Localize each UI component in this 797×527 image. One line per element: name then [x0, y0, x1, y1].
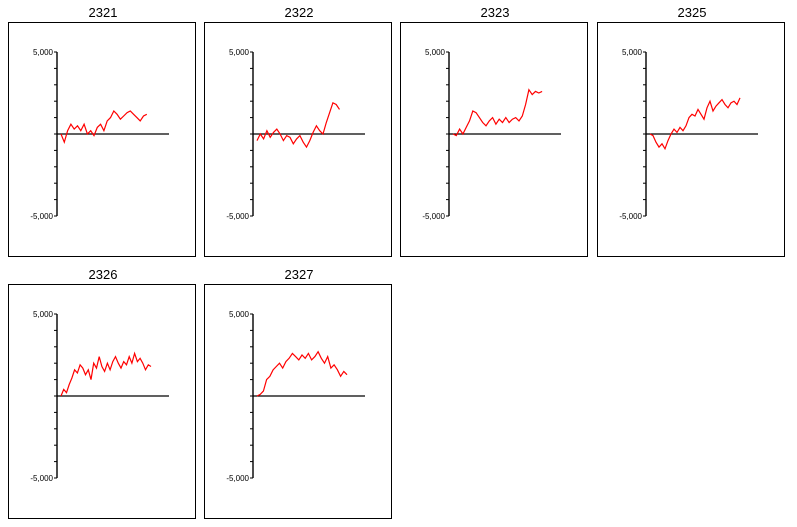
chart-panel: 5,000 -5,000 [8, 284, 196, 519]
y-tick-label-min: -5,000 [30, 474, 53, 483]
series-line [60, 351, 152, 397]
y-tick-label-max: 5,000 [229, 310, 250, 319]
chart-svg: 5,000 -5,000 [226, 48, 365, 221]
chart-panel: 5,000 -5,000 [597, 22, 785, 257]
y-tick-label-min: -5,000 [226, 474, 249, 483]
panel-title: 2325 [677, 5, 707, 20]
chart-panel: 5,000 -5,000 [204, 284, 392, 519]
chart-svg: 5,000 -5,000 [30, 48, 169, 221]
series-line [649, 97, 741, 151]
chart-svg: 5,000 -5,000 [619, 48, 758, 221]
y-tick-label-max: 5,000 [425, 48, 446, 57]
chart-svg: 5,000 -5,000 [30, 310, 169, 483]
y-tick-label-min: -5,000 [30, 212, 53, 221]
chart-panel: 5,000 -5,000 [204, 22, 392, 257]
y-tick-label-min: -5,000 [422, 212, 445, 221]
y-tick-label-min: -5,000 [619, 212, 642, 221]
series-line [60, 109, 148, 145]
chart-svg: 5,000 -5,000 [422, 48, 561, 221]
panel-title: 2326 [88, 267, 118, 282]
chart-panel: 5,000 -5,000 [8, 22, 196, 257]
series-line [256, 350, 348, 397]
chart-panel: 5,000 -5,000 [400, 22, 588, 257]
y-tick-label-max: 5,000 [229, 48, 250, 57]
panel-title: 2322 [284, 5, 314, 20]
y-tick-label-max: 5,000 [33, 48, 54, 57]
y-tick-label-max: 5,000 [33, 310, 54, 319]
panel-title: 2321 [88, 5, 118, 20]
series-line [256, 101, 340, 149]
y-tick-label-max: 5,000 [622, 48, 643, 57]
series-line [452, 88, 543, 137]
chart-svg: 5,000 -5,000 [226, 310, 365, 483]
y-tick-label-min: -5,000 [226, 212, 249, 221]
panel-title: 2323 [480, 5, 510, 20]
panel-title: 2327 [284, 267, 314, 282]
